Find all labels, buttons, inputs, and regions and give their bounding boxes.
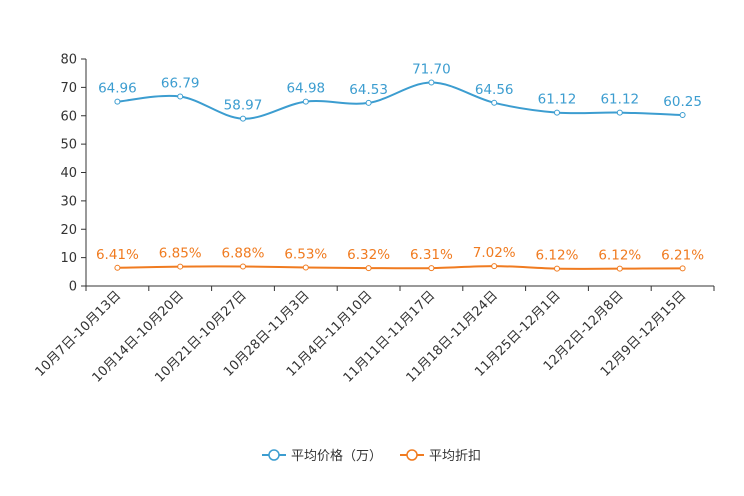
data-point[interactable]: [365, 265, 372, 272]
data-point[interactable]: [240, 115, 246, 122]
y-tick-label: 10: [60, 251, 77, 266]
data-point[interactable]: [428, 79, 435, 86]
y-tick-label: 20: [60, 223, 77, 238]
legend-label: 平均价格（万）: [291, 448, 382, 464]
data-point[interactable]: [365, 99, 372, 106]
data-point[interactable]: [177, 93, 184, 100]
data-label: 6.41%: [96, 247, 139, 263]
data-label: 58.97: [224, 98, 263, 114]
legend-swatch-marker: [268, 449, 280, 461]
y-axis-ticks: 0 10 20 30 40 50 60 70 80: [60, 53, 86, 295]
y-tick-label: 40: [60, 166, 77, 181]
data-label: 6.85%: [159, 246, 202, 262]
data-label: 6.88%: [222, 245, 265, 261]
data-point[interactable]: [302, 98, 309, 105]
data-label: 6.12%: [598, 248, 641, 264]
legend[interactable]: 平均价格（万） 平均折扣: [262, 448, 481, 464]
legend-swatch-marker: [406, 449, 418, 461]
series-1: 64.96 66.79 58.97 64.98 64.53 71.70 64.56 61.12…: [98, 62, 702, 122]
data-label: 6.53%: [284, 246, 327, 262]
data-label: 6.12%: [536, 248, 579, 264]
data-label: 66.79: [161, 75, 200, 91]
data-point[interactable]: [491, 263, 498, 270]
y-tick-label: 60: [60, 109, 77, 124]
data-point[interactable]: [428, 265, 435, 272]
data-point[interactable]: [554, 265, 560, 272]
data-label: 7.02%: [473, 245, 516, 261]
data-point[interactable]: [616, 109, 623, 116]
legend-item-2[interactable]: 平均折扣: [400, 449, 481, 464]
y-tick-label: 30: [60, 194, 77, 209]
data-point[interactable]: [491, 99, 498, 106]
series-group: 64.96 66.79 58.97 64.98 64.53 71.70 64.56 61.12…: [96, 62, 704, 272]
legend-item-1[interactable]: 平均价格（万）: [262, 448, 382, 464]
data-point[interactable]: [679, 112, 686, 119]
y-tick-label: 50: [60, 138, 77, 153]
data-point[interactable]: [114, 264, 121, 271]
data-label: 71.70: [412, 62, 451, 78]
y-tick-label: 0: [69, 280, 77, 295]
data-point[interactable]: [114, 98, 121, 105]
data-label: 64.96: [98, 81, 137, 97]
series-line: [117, 81, 683, 120]
legend-label: 平均折扣: [429, 449, 481, 464]
data-label: 6.21%: [661, 247, 704, 263]
data-label: 61.12: [600, 92, 639, 108]
data-point[interactable]: [240, 263, 246, 270]
data-point[interactable]: [554, 109, 560, 116]
data-label: 64.56: [475, 82, 514, 98]
data-point[interactable]: [177, 263, 184, 270]
data-point[interactable]: [302, 264, 309, 271]
series-line: [117, 265, 683, 270]
y-tick-label: 70: [60, 81, 77, 96]
data-label: 64.98: [286, 81, 325, 97]
data-label: 6.31%: [410, 247, 453, 263]
data-label: 61.12: [538, 92, 577, 108]
x-axis-ticks: 10月7日-10月13日10月14日-10月20日10月21日-10月27日10…: [33, 286, 715, 386]
data-label: 64.53: [349, 82, 388, 98]
data-label: 60.25: [663, 94, 702, 110]
y-tick-label: 80: [60, 53, 77, 68]
data-point[interactable]: [616, 265, 623, 272]
data-point[interactable]: [679, 265, 686, 272]
data-label: 6.32%: [347, 247, 390, 263]
series-2: 6.41% 6.85% 6.88% 6.53% 6.32% 6.31% 7.02% 6.12%…: [96, 245, 704, 272]
